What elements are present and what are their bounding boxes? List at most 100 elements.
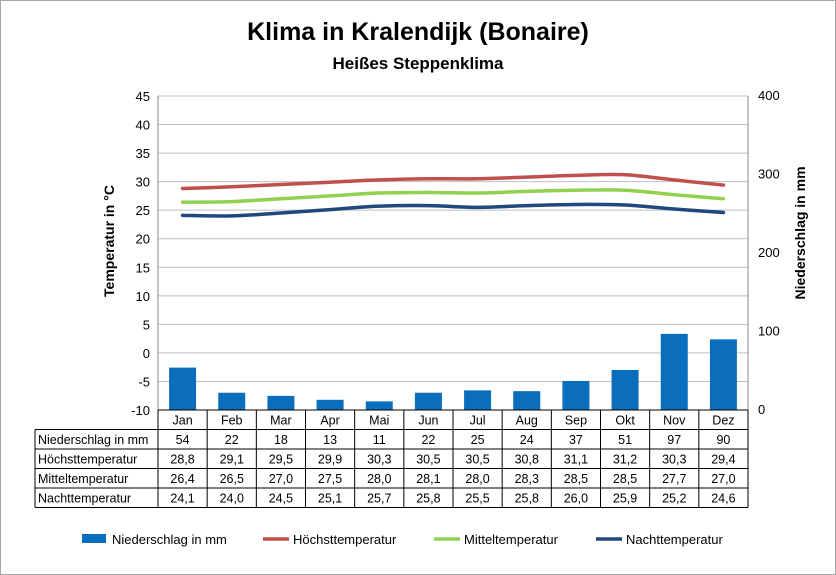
table-cell: 97	[667, 433, 681, 447]
precipitation-bars	[169, 333, 737, 410]
table-cell: 22	[225, 433, 239, 447]
y-tick-label: 20	[136, 232, 150, 247]
data-table: Jan Feb Mar Apr Mai Jun Jul Aug Sep Okt Nov Dez Nied…	[34, 409, 749, 508]
table-cell: 28,3	[515, 472, 539, 486]
table-cell: 24	[520, 433, 534, 447]
table-cell: 24,5	[269, 492, 293, 506]
table-cell: 25,9	[613, 492, 637, 506]
legend-swatch-bar	[82, 534, 106, 543]
precipitation-bar	[365, 401, 393, 410]
table-cell: 29,5	[269, 453, 293, 467]
x-tick-label: Feb	[221, 414, 243, 428]
table-cell: 26,0	[564, 492, 588, 506]
precipitation-bar	[611, 369, 639, 410]
chart-subtitle: Heißes Steppenklima	[332, 54, 504, 73]
table-cell: 28,5	[564, 472, 588, 486]
x-tick-label: Mai	[369, 414, 389, 428]
table-cell: 28,0	[367, 472, 391, 486]
table-cell: 51	[618, 433, 632, 447]
legend-label: Höchsttemperatur	[293, 532, 397, 547]
table-cell: 30,5	[465, 453, 489, 467]
table-cell: 29,1	[220, 453, 244, 467]
table-cell: 29,4	[711, 453, 735, 467]
legend-label: Niederschlag in mm	[112, 532, 227, 547]
table-cell: 30,3	[662, 453, 686, 467]
table-cell: 25,7	[367, 492, 391, 506]
table-cell: 26,4	[170, 472, 194, 486]
table-cell: 24,0	[220, 492, 244, 506]
x-tick-label: Nov	[663, 414, 686, 428]
x-tick-label: Apr	[320, 414, 339, 428]
y-tick-label: 40	[136, 118, 150, 133]
table-cell: 25,8	[416, 492, 440, 506]
table-row-header: Höchsttemperatur	[38, 453, 137, 467]
table-cell: 25,5	[465, 492, 489, 506]
y2-tick-label: 100	[758, 324, 780, 339]
table-cell: 31,2	[613, 453, 637, 467]
x-tick-label: Jan	[173, 414, 193, 428]
table-cell: 27,7	[662, 472, 686, 486]
table-cell: 29,9	[318, 453, 342, 467]
series-line-nachttemperatur	[180, 202, 726, 218]
table-cell: 37	[569, 433, 583, 447]
x-tick-label: Okt	[615, 414, 635, 428]
series-line-mitteltemperatur	[180, 188, 726, 204]
y2-tick-label: 300	[758, 167, 780, 182]
precipitation-bar	[218, 392, 246, 410]
table-cell: 22	[421, 433, 435, 447]
table-cell: 24,6	[711, 492, 735, 506]
x-tick-label: Jun	[418, 414, 438, 428]
table-cell: 28,0	[465, 472, 489, 486]
x-tick-label: Aug	[516, 414, 538, 428]
legend-label: Nachttemperatur	[626, 532, 723, 547]
table-cell: 27,0	[269, 472, 293, 486]
table-cell: 13	[323, 433, 337, 447]
gridlines	[158, 95, 748, 411]
table-cell: 30,3	[367, 453, 391, 467]
table-cell: 25,2	[662, 492, 686, 506]
precipitation-bar	[709, 339, 737, 410]
legend-label: Mitteltemperatur	[464, 532, 559, 547]
y-tick-label: 45	[136, 89, 150, 104]
table-cell: 28,5	[613, 472, 637, 486]
precipitation-bar	[562, 380, 590, 410]
x-tick-label: Jul	[470, 414, 486, 428]
table-row-header: Niederschlag in mm	[38, 433, 148, 447]
x-tick-label: Mar	[270, 414, 292, 428]
table-cell: 25,1	[318, 492, 342, 506]
y-tick-label: -5	[138, 374, 150, 389]
table-cell: 30,8	[515, 453, 539, 467]
table-cell: 30,5	[416, 453, 440, 467]
precipitation-bar	[267, 395, 295, 410]
table-cell: 25,8	[515, 492, 539, 506]
precipitation-bar	[414, 392, 442, 410]
table-cell: 26,5	[220, 472, 244, 486]
precipitation-bar	[464, 390, 492, 410]
series-line-höchsttemperatur	[180, 172, 726, 191]
x-tick-label: Sep	[565, 414, 587, 428]
y-tick-label: 30	[136, 175, 150, 190]
table-cell: 28,1	[416, 472, 440, 486]
x-tick-label: Dez	[712, 414, 734, 428]
y2-tick-label: 400	[758, 88, 780, 103]
y-tick-label: 0	[143, 346, 150, 361]
table-row-header: Nachttemperatur	[38, 492, 131, 506]
precipitation-bar	[169, 367, 197, 410]
table-cell: 25	[471, 433, 485, 447]
table-cell: 31,1	[564, 453, 588, 467]
table-cell: 54	[176, 433, 190, 447]
y-tick-label: 15	[136, 260, 150, 275]
y-tick-label: -10	[131, 403, 150, 418]
table-cell: 90	[716, 433, 730, 447]
y-tick-label: 10	[136, 289, 150, 304]
y2-tick-label: 0	[758, 402, 765, 417]
precipitation-bar	[316, 399, 344, 410]
y-tick-label: 35	[136, 146, 150, 161]
table-cell: 11	[373, 433, 386, 447]
y-axis-label: Temperatur in °C	[101, 185, 117, 297]
precipitation-bar	[660, 333, 688, 410]
y-tick-label: 25	[136, 203, 150, 218]
temperature-lines	[180, 172, 726, 218]
table-cell: 27,0	[711, 472, 735, 486]
